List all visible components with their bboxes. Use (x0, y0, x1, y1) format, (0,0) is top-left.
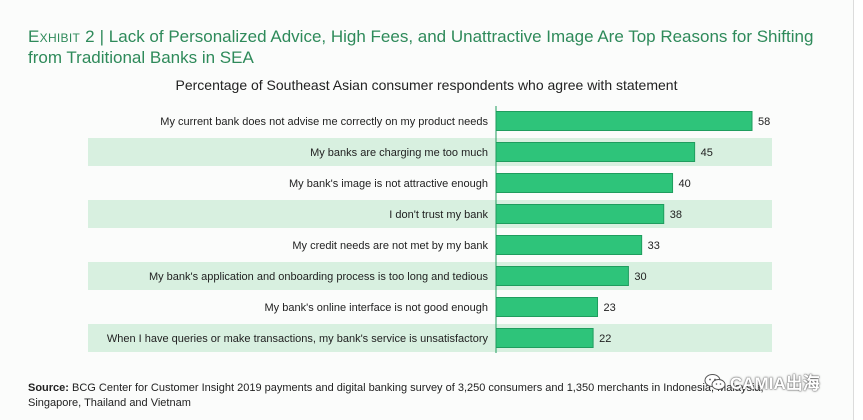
category-label: My bank's online interface is not good e… (265, 302, 488, 314)
data-label: 58 (758, 116, 770, 128)
category-label: My credit needs are not met by my bank (292, 240, 488, 252)
data-label: 40 (679, 178, 691, 190)
data-label: 45 (701, 147, 713, 159)
bar-chart: My current bank does not advise me corre… (88, 106, 772, 353)
row-band (88, 324, 772, 352)
bar (495, 328, 594, 348)
exhibit-number: Exhibit 2 (28, 27, 95, 46)
source-text: BCG Center for Customer Insight 2019 pay… (28, 382, 764, 409)
row-band (88, 262, 772, 290)
bar (495, 142, 696, 162)
category-label: My bank's application and onboarding pro… (149, 271, 489, 283)
watermark: CAMIA出海 (704, 369, 820, 394)
exhibit-title: Exhibit 2 | Lack of Personalized Advice,… (28, 26, 828, 68)
data-label: 38 (670, 209, 682, 221)
chart-subtitle: Percentage of Southeast Asian consumer r… (175, 77, 678, 93)
category-label: My bank's image is not attractive enough (289, 178, 488, 190)
exhibit-title-text: Lack of Personalized Advice, High Fees, … (28, 27, 814, 67)
bar (495, 111, 753, 131)
data-label: 33 (648, 240, 660, 252)
watermark-text: CAMIA出海 (730, 374, 820, 393)
bar (495, 235, 643, 255)
source-note: Source: BCG Center for Customer Insight … (28, 381, 788, 411)
data-label: 22 (599, 333, 611, 345)
bar (495, 204, 665, 224)
category-label: I don't trust my bank (389, 209, 488, 221)
category-label: My current bank does not advise me corre… (160, 116, 488, 128)
category-label: When I have queries or make transactions… (107, 333, 489, 345)
data-label: 30 (634, 271, 646, 283)
source-label: Source: (28, 382, 69, 394)
category-label: My banks are charging me too much (310, 147, 488, 159)
bar (495, 266, 629, 286)
data-label: 23 (604, 302, 616, 314)
title-separator: | (99, 27, 105, 46)
wechat-icon (704, 373, 726, 390)
bar (495, 297, 599, 317)
bar (495, 173, 674, 193)
